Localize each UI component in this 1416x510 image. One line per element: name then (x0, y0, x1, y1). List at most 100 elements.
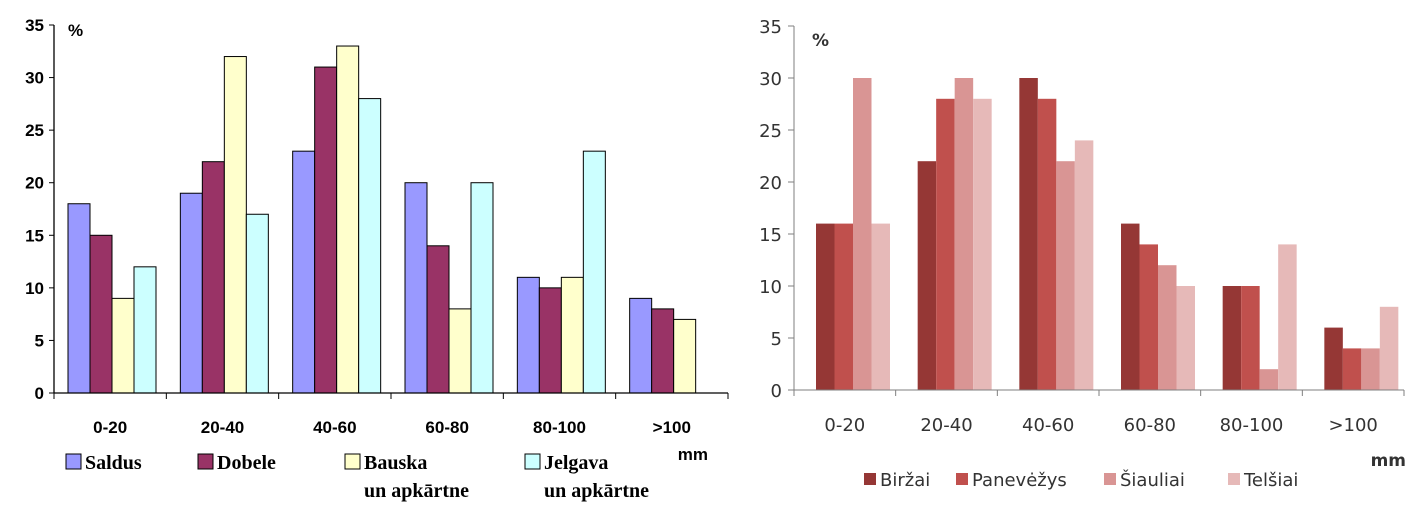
bar-telsiai-0-20 (871, 223, 890, 390)
left-y-tick-25: 25 (25, 121, 44, 140)
legend-label-telsiai: Telšiai (1243, 470, 1298, 491)
bar-saldus-100 (629, 297, 653, 394)
left-chart: 0 5 10 15 20 25 30 35 0-20 20-40 40-60 60-80 80-100 >… (25, 16, 729, 502)
right-y-tick-10: 10 (759, 277, 782, 298)
right-x-label-0-20: 0-20 (824, 415, 865, 436)
legend-swatch-panevezys (956, 473, 968, 485)
right-x-label-40-60: 40-60 (1022, 415, 1074, 436)
right-y-axis-label: % (812, 31, 829, 51)
right-chart: 0 5 10 15 20 25 30 35 0-20 20-40 40-60 60-80 80-100 >… (759, 17, 1406, 491)
legend-label-panevezys: Panevėžys (972, 470, 1067, 491)
left-y-axis-label: % (68, 21, 83, 40)
bar-dobele-20-40 (201, 161, 225, 394)
bar-siauliai-20-40 (954, 78, 974, 390)
left-y-tick-30: 30 (25, 69, 44, 88)
right-y-tick-0: 0 (771, 381, 782, 402)
bar-telsiai-20-40 (973, 98, 992, 391)
left-x-label-40-60: 40-60 (313, 418, 356, 437)
left-y-tick-10: 10 (25, 279, 44, 298)
legend-swatch-telsiai (1228, 473, 1240, 485)
bar-panevezys-20-40 (936, 98, 955, 391)
bar-bauska-un-apkartne-0-20 (111, 297, 135, 394)
right-y-tick-15: 15 (759, 225, 782, 246)
legend-swatch-jelgava-un-apkartne (524, 453, 541, 470)
bar-panevezys-0-20 (834, 223, 853, 390)
right-y-tick-35: 35 (759, 17, 782, 38)
legend-label-bauska-un-apkartne: Bauska (364, 452, 427, 474)
bar-bauska-un-apkartne-40-60 (336, 45, 360, 394)
right-x-label-100: >100 (1328, 415, 1377, 436)
bar-telsiai-80-100 (1278, 244, 1297, 390)
bar-saldus-80-100 (516, 276, 540, 394)
right-y-tick-30: 30 (759, 69, 782, 90)
left-x-axis-label: mm (678, 445, 708, 464)
right-x-axis-label: mm (1371, 451, 1406, 471)
bar-dobele-80-100 (538, 287, 562, 394)
legend-swatch-saldus (65, 453, 82, 470)
legend-swatch-siauliai (1104, 473, 1116, 485)
left-x-label-0-20: 0-20 (93, 418, 127, 437)
left-y-tick-0: 0 (35, 384, 44, 403)
legend-label-bauska-un-apkartne-line2: un apkārtne (364, 480, 469, 502)
bar-telsiai-40-60 (1074, 140, 1094, 390)
right-y-tick-20: 20 (759, 173, 782, 194)
bar-jelgava-un-apkartne-20-40 (245, 213, 269, 394)
left-y-tick-20: 20 (25, 174, 44, 193)
bar-birzai-0-20 (816, 223, 835, 390)
bar-dobele-40-60 (314, 66, 338, 394)
left-x-label-20-40: 20-40 (201, 418, 244, 437)
right-y-tick-25: 25 (759, 121, 782, 142)
legend-label-jelgava-un-apkartne: Jelgava (544, 452, 608, 474)
right-x-label-20-40: 20-40 (920, 415, 972, 436)
bar-siauliai-100 (1361, 348, 1380, 390)
bar-siauliai-40-60 (1056, 161, 1075, 390)
bar-bauska-un-apkartne-80-100 (560, 276, 584, 394)
bar-birzai-80-100 (1222, 286, 1242, 390)
bar-siauliai-80-100 (1259, 369, 1279, 390)
bar-dobele-100 (651, 308, 675, 394)
bar-panevezys-80-100 (1241, 286, 1260, 390)
bar-telsiai-60-80 (1176, 286, 1195, 390)
bar-birzai-100 (1324, 327, 1343, 390)
bar-jelgava-un-apkartne-40-60 (358, 98, 382, 394)
left-y-tick-5: 5 (35, 331, 44, 350)
bar-saldus-0-20 (67, 203, 91, 394)
bar-bauska-un-apkartne-60-80 (448, 308, 472, 394)
bar-siauliai-0-20 (853, 78, 872, 390)
bar-birzai-20-40 (917, 161, 937, 390)
bar-saldus-60-80 (404, 182, 428, 394)
bar-saldus-40-60 (292, 150, 316, 394)
left-y-tick-35: 35 (25, 16, 44, 35)
right-x-label-80-100: 80-100 (1220, 415, 1284, 436)
bar-dobele-60-80 (426, 245, 450, 394)
bar-bauska-un-apkartne-100 (673, 318, 697, 394)
bar-birzai-60-80 (1121, 223, 1140, 390)
left-x-label-80-100: 80-100 (533, 418, 586, 437)
left-y-tick-15: 15 (25, 226, 44, 245)
bar-birzai-40-60 (1019, 78, 1038, 390)
bar-dobele-0-20 (89, 234, 113, 394)
left-x-label-60-80: 60-80 (425, 418, 468, 437)
legend-swatch-bauska-un-apkartne (344, 453, 361, 470)
right-y-tick-5: 5 (771, 329, 782, 350)
legend-label-dobele: Dobele (217, 452, 276, 474)
legend-swatch-birzai (864, 473, 876, 485)
left-x-label-100: >100 (653, 418, 691, 437)
legend-label-birzai: Biržai (880, 470, 930, 491)
legend-label-jelgava-un-apkartne-line2: un apkārtne (544, 480, 649, 502)
bar-jelgava-un-apkartne-60-80 (470, 182, 494, 394)
bar-panevezys-100 (1342, 348, 1362, 390)
bar-jelgava-un-apkartne-0-20 (133, 266, 157, 394)
right-x-label-60-80: 60-80 (1124, 415, 1176, 436)
bar-panevezys-60-80 (1139, 244, 1158, 390)
bar-siauliai-60-80 (1158, 265, 1177, 390)
bar-bauska-un-apkartne-20-40 (223, 56, 247, 394)
bar-jelgava-un-apkartne-80-100 (582, 150, 606, 394)
bar-saldus-20-40 (179, 192, 203, 394)
legend-swatch-dobele (197, 453, 214, 470)
legend-label-siauliai: Šiauliai (1120, 469, 1185, 491)
legend-label-saldus: Saldus (85, 452, 142, 474)
bar-telsiai-100 (1379, 306, 1399, 390)
bar-panevezys-40-60 (1037, 98, 1057, 391)
